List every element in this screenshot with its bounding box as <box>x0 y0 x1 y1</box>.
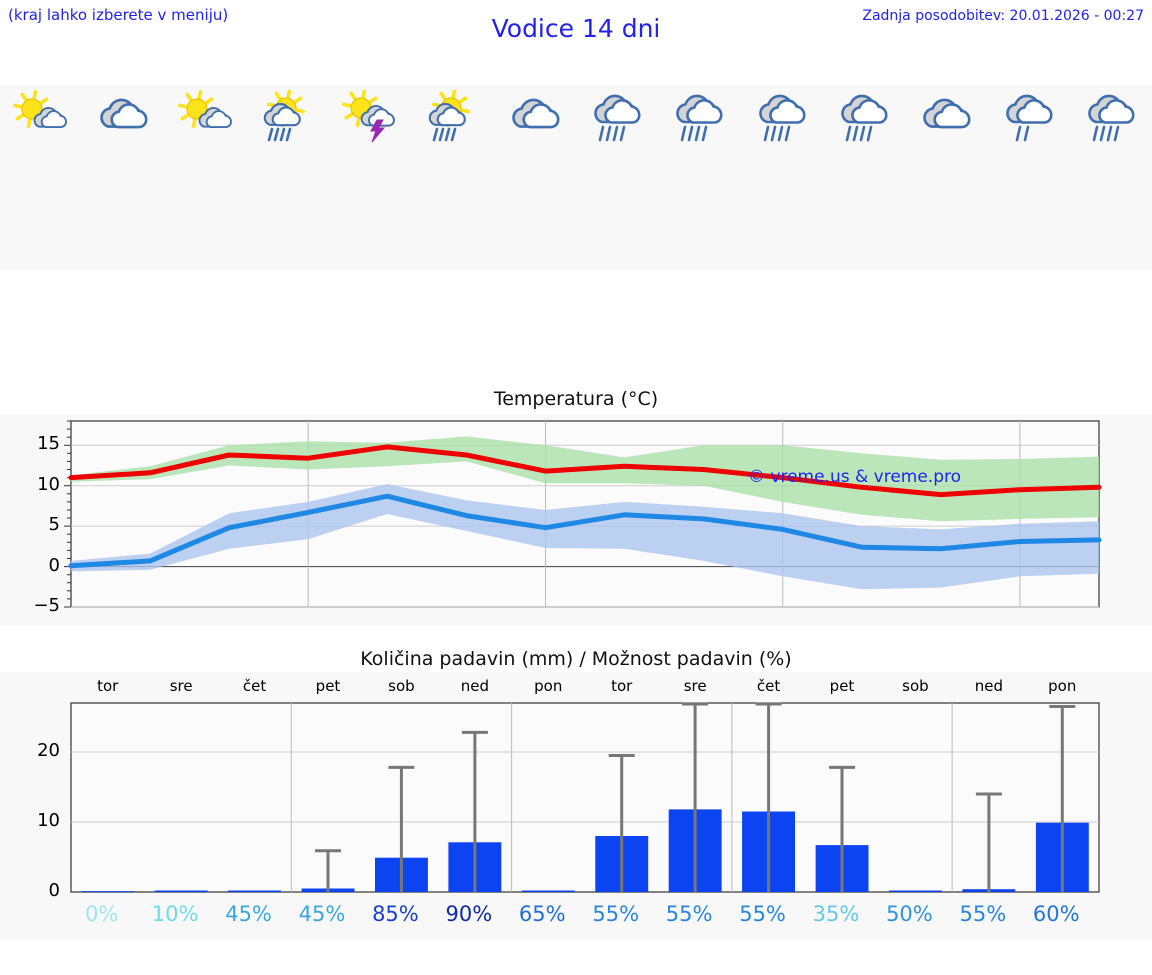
precipitation-probability-label: 35% <box>812 902 860 926</box>
temperature-y-tick-label: 15 <box>37 433 60 455</box>
weather-icon-wrapper <box>917 89 975 147</box>
last-updated-text: Zadnja posodobitev: 20.01.2026 - 00:27 <box>862 8 1144 24</box>
day-column[interactable] <box>82 85 164 270</box>
menu-hint-text: (kraj lahko izberete v meniju) <box>8 6 229 24</box>
sun-cloud-icon <box>177 90 232 129</box>
precipitation-probability-label: 85% <box>372 902 419 926</box>
temperature-y-tick-label: 0 <box>48 554 60 576</box>
sun-cloud-rain-icon <box>263 90 305 142</box>
precipitation-day-label: sob <box>902 677 929 695</box>
cloud-rain-light-icon <box>1005 94 1053 142</box>
day-column[interactable] <box>165 85 247 270</box>
weather-icon-wrapper <box>753 89 811 147</box>
day-column[interactable] <box>658 85 740 270</box>
day-column[interactable] <box>0 85 82 270</box>
cloud-rain-icon <box>1088 94 1135 142</box>
day-column[interactable] <box>741 85 823 270</box>
precipitation-probability-label: 60% <box>1032 902 1080 926</box>
precipitation-day-label: čet <box>242 677 267 695</box>
day-column[interactable] <box>247 85 329 270</box>
weather-icon-wrapper <box>506 89 564 147</box>
page-title: Vodice 14 dni <box>491 14 661 43</box>
weather-icon-wrapper <box>94 89 152 147</box>
sun-cloud-rain-icon <box>428 90 470 142</box>
precipitation-y-tick-label: 10 <box>37 810 60 831</box>
weather-icon-wrapper <box>12 89 70 147</box>
sun-cloud-storm-icon <box>342 90 396 143</box>
precipitation-y-tick-label: 0 <box>48 880 60 901</box>
cloud-rain-icon <box>676 94 723 142</box>
weather-icon-wrapper <box>177 89 235 147</box>
precipitation-day-label: sre <box>683 677 707 695</box>
precipitation-probability-label: 55% <box>592 902 640 926</box>
sun-cloud-icon <box>13 90 68 129</box>
temperature-y-tick-label: 5 <box>48 514 60 536</box>
precipitation-probability-label: 0% <box>85 902 119 926</box>
precipitation-probability-label: 10% <box>151 902 199 926</box>
temperature-chart-title: Temperatura (°C) <box>493 388 659 410</box>
weather-icon-wrapper <box>835 89 893 147</box>
precipitation-probability-label: 55% <box>665 902 713 926</box>
temperature-y-tick-label: 10 <box>37 473 60 495</box>
weather-icon-wrapper <box>259 89 317 147</box>
precipitation-probability-label: 45% <box>225 902 272 926</box>
precipitation-day-label: čet <box>756 677 781 695</box>
precipitation-day-label: tor <box>97 677 119 695</box>
weather-icon-wrapper <box>670 89 728 147</box>
precipitation-y-tick-label: 20 <box>37 740 60 761</box>
day-column[interactable] <box>411 85 493 270</box>
precipitation-probability-label: 65% <box>518 902 566 926</box>
precipitation-chart-background <box>0 672 1152 940</box>
cloud-icon <box>923 98 971 129</box>
weather-icon-wrapper <box>424 89 482 147</box>
precipitation-probability-label: 45% <box>298 902 346 926</box>
page-header: (kraj lahko izberete v meniju) Vodice 14… <box>0 0 1152 62</box>
precipitation-probability-label: 90% <box>445 902 493 926</box>
watermark-text: © vreme.us & vreme.pro <box>748 467 962 487</box>
day-column[interactable] <box>905 85 987 270</box>
precipitation-day-label: ned <box>460 677 489 695</box>
cloud-icon <box>512 98 560 129</box>
precipitation-day-label: pon <box>534 677 563 695</box>
day-column[interactable] <box>329 85 411 270</box>
precipitation-day-label: pet <box>829 677 855 695</box>
cloud-rain-icon <box>841 94 888 142</box>
day-column[interactable] <box>494 85 576 270</box>
day-column[interactable] <box>1070 85 1152 270</box>
daily-forecast-strip <box>0 85 1152 270</box>
precipitation-probability-label: 50% <box>886 902 933 926</box>
precipitation-day-label: sob <box>388 677 415 695</box>
day-column[interactable] <box>987 85 1069 270</box>
weather-icon-wrapper <box>1082 89 1140 147</box>
weather-icon-wrapper <box>341 89 399 147</box>
temperature-chart-background <box>0 415 1152 625</box>
cloud-rain-icon <box>594 94 641 142</box>
precipitation-day-label: sre <box>169 677 193 695</box>
cloud-icon <box>100 98 148 129</box>
precipitation-probability-label: 55% <box>959 902 1007 926</box>
precipitation-day-label: pon <box>1048 677 1077 695</box>
precipitation-probability-label: 55% <box>739 902 786 926</box>
cloud-rain-icon <box>758 94 806 142</box>
weather-icon-wrapper <box>588 89 646 147</box>
day-column[interactable] <box>576 85 658 270</box>
precipitation-day-label: ned <box>974 677 1003 695</box>
weather-icon-wrapper <box>1000 89 1058 147</box>
precipitation-chart-title: Količina padavin (mm) / Možnost padavin … <box>360 648 792 670</box>
day-column[interactable] <box>823 85 905 270</box>
temperature-y-tick-label: −5 <box>33 595 60 616</box>
precipitation-day-label: tor <box>611 677 633 695</box>
precipitation-day-label: pet <box>315 677 341 695</box>
